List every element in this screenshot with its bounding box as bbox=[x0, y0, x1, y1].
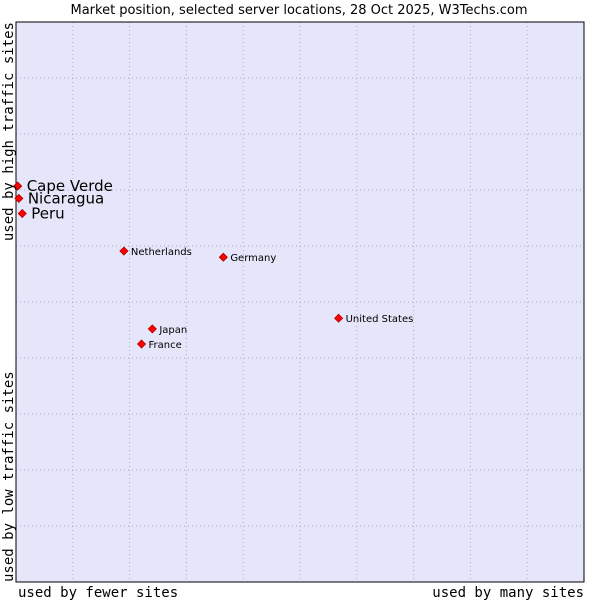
plot-border bbox=[15, 21, 585, 583]
point-label: Netherlands bbox=[131, 247, 192, 258]
point-label: Cape Verde bbox=[27, 177, 113, 195]
x-axis-label-left: used by fewer sites bbox=[18, 585, 178, 600]
point-marker bbox=[13, 181, 23, 191]
point-marker bbox=[147, 324, 157, 334]
point-marker bbox=[14, 193, 24, 203]
point-marker bbox=[136, 339, 147, 349]
data-point-netherlands: Netherlands bbox=[119, 246, 192, 258]
point-marker bbox=[334, 313, 344, 323]
data-point-united-states: United States bbox=[334, 313, 414, 325]
data-point-france: France bbox=[136, 339, 182, 351]
point-label: United States bbox=[346, 314, 414, 325]
point-marker bbox=[119, 246, 129, 256]
x-axis-label-right: used by many sites bbox=[432, 585, 584, 600]
point-label: Germany bbox=[230, 253, 276, 264]
point-label: Nicaragua bbox=[28, 189, 104, 207]
grid-layer bbox=[16, 22, 584, 582]
chart-title: Market position, selected server locatio… bbox=[70, 3, 527, 18]
data-point-cape-verde: Cape Verde bbox=[13, 177, 113, 195]
y-axis-label-bottom: used by low traffic sites bbox=[1, 371, 17, 582]
data-point-nicaragua: Nicaragua bbox=[14, 189, 104, 207]
data-point-peru: Peru bbox=[17, 205, 65, 223]
y-axis-label-top: used by high traffic sites bbox=[1, 22, 17, 241]
data-point-germany: Germany bbox=[218, 252, 276, 264]
point-label: Peru bbox=[31, 205, 64, 223]
point-label: Japan bbox=[158, 325, 187, 336]
data-point-japan: Japan bbox=[147, 324, 187, 336]
point-marker bbox=[218, 252, 228, 262]
point-label: France bbox=[149, 340, 182, 351]
point-marker bbox=[17, 208, 27, 219]
